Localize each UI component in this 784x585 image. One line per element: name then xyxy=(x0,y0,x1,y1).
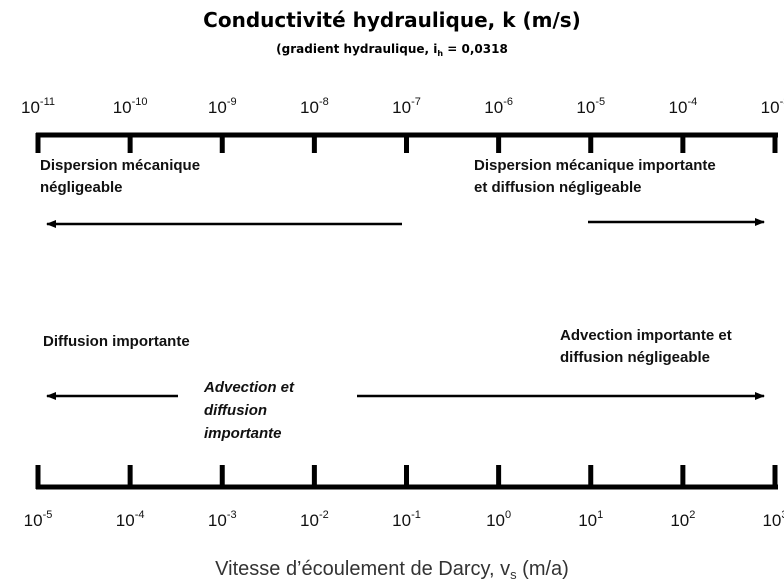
tick-exponent: -10 xyxy=(132,96,148,108)
tick-label: 102 xyxy=(670,509,695,530)
annotation-line: diffusion xyxy=(204,402,267,419)
tick-exponent: -3 xyxy=(227,509,237,521)
annotation-line: et diffusion négligeable xyxy=(474,179,642,196)
annotation-line: diffusion négligeable xyxy=(560,349,710,366)
tick-base: 10 xyxy=(670,511,689,530)
annotation: Dispersion mécanique importante et diffus… xyxy=(474,157,716,196)
tick-label: 10-1 xyxy=(392,509,421,530)
axis-title-text: (m/a) xyxy=(517,558,569,580)
tick-label: 10-2 xyxy=(300,509,329,530)
tick-exponent: 3 xyxy=(781,509,784,521)
subtitle: (gradient hydraulique, ih = 0,0318 xyxy=(276,42,508,58)
tick-exponent: -3 xyxy=(780,96,784,108)
tick-exponent: -1 xyxy=(411,509,421,521)
tick-label: 101 xyxy=(578,509,603,530)
tick-exponent: -5 xyxy=(43,509,53,521)
subtitle-text: = 0,0318 xyxy=(443,42,508,56)
annotation-line: importante xyxy=(204,425,282,442)
tick-label: 10-3 xyxy=(208,509,237,530)
tick-base: 10 xyxy=(486,511,505,530)
tick-base: 10 xyxy=(208,511,227,530)
tick-exponent: 1 xyxy=(597,509,603,521)
tick-base: 10 xyxy=(762,511,781,530)
tick-label: 100 xyxy=(486,509,511,530)
tick-exponent: -9 xyxy=(227,96,237,108)
tick-label: 10-5 xyxy=(576,96,605,117)
annotation-line: Advection importante et xyxy=(560,327,732,344)
tick-base: 10 xyxy=(761,98,780,117)
tick-exponent: -5 xyxy=(595,96,605,108)
tick-label: 103 xyxy=(762,509,784,530)
tick-base: 10 xyxy=(669,98,688,117)
tick-base: 10 xyxy=(21,98,40,117)
tick-exponent: -6 xyxy=(503,96,513,108)
tick-label: 10-5 xyxy=(24,509,53,530)
tick-base: 10 xyxy=(24,511,43,530)
title: Conductivité hydraulique, k (m/s) xyxy=(203,8,581,32)
tick-exponent: -4 xyxy=(687,96,697,108)
ticks: 10-1110-1010-910-810-710-610-510-410-310… xyxy=(21,96,784,530)
annotation: Advection et diffusion importante xyxy=(203,379,295,442)
tick-label: 10-10 xyxy=(113,96,148,117)
annotation-line: négligeable xyxy=(40,179,123,196)
tick-base: 10 xyxy=(113,98,132,117)
annotation: Diffusion importante xyxy=(43,333,190,350)
annotation-line: Advection et xyxy=(203,379,295,396)
tick-label: 10-7 xyxy=(392,96,421,117)
tick-label: 10-11 xyxy=(21,96,55,117)
tick-exponent: -8 xyxy=(319,96,329,108)
tick-base: 10 xyxy=(116,511,135,530)
tick-label: 10-3 xyxy=(761,96,784,117)
annotation-line: Dispersion mécanique importante xyxy=(474,157,716,174)
tick-exponent: 2 xyxy=(689,509,695,521)
tick-base: 10 xyxy=(392,98,411,117)
tick-exponent: -7 xyxy=(411,96,421,108)
axis-title-subscript: s xyxy=(510,567,517,582)
tick-base: 10 xyxy=(392,511,411,530)
tick-label: 10-4 xyxy=(116,509,145,530)
tick-exponent: -2 xyxy=(319,509,329,521)
tick-exponent: -11 xyxy=(40,96,55,108)
tick-base: 10 xyxy=(300,98,319,117)
axis-title-text: Vitesse d’écoulement de Darcy, v xyxy=(215,558,510,580)
annotation: Advection importante et diffusion néglige… xyxy=(560,327,732,366)
tick-base: 10 xyxy=(300,511,319,530)
tick-label: 10-4 xyxy=(669,96,698,117)
annotation: Dispersion mécanique négligeable xyxy=(40,157,200,196)
subtitle-text: (gradient hydraulique, i xyxy=(276,42,437,56)
tick-exponent: 0 xyxy=(505,509,511,521)
tick-exponent: -4 xyxy=(135,509,145,521)
subtitle-subscript: h xyxy=(437,49,443,58)
tick-label: 10-8 xyxy=(300,96,329,117)
tick-base: 10 xyxy=(208,98,227,117)
tick-base: 10 xyxy=(484,98,503,117)
tick-label: 10-9 xyxy=(208,96,237,117)
tick-label: 10-6 xyxy=(484,96,513,117)
axis-title: Vitesse d’écoulement de Darcy, vs (m/a) xyxy=(215,558,569,582)
tick-base: 10 xyxy=(576,98,595,117)
annotation-line: Dispersion mécanique xyxy=(40,157,200,174)
tick-base: 10 xyxy=(578,511,597,530)
